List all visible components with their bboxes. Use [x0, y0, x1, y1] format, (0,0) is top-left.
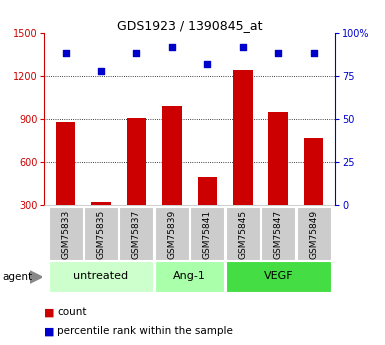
Bar — [49, 207, 82, 260]
Bar — [56, 122, 75, 205]
Bar — [304, 138, 323, 205]
Text: percentile rank within the sample: percentile rank within the sample — [57, 326, 233, 336]
Text: GSM75833: GSM75833 — [61, 210, 70, 259]
Bar — [297, 207, 331, 260]
Point — [204, 61, 211, 67]
Bar — [190, 207, 224, 260]
Text: ■: ■ — [44, 307, 55, 317]
Text: ■: ■ — [44, 326, 55, 336]
Point — [98, 68, 104, 73]
Text: Ang-1: Ang-1 — [173, 272, 206, 281]
Bar — [155, 261, 224, 292]
Polygon shape — [30, 271, 42, 283]
Text: VEGF: VEGF — [263, 272, 293, 281]
Text: GSM75841: GSM75841 — [203, 210, 212, 259]
Text: GSM75849: GSM75849 — [309, 210, 318, 259]
Point — [275, 51, 281, 56]
Text: GSM75837: GSM75837 — [132, 210, 141, 259]
Bar — [268, 112, 288, 205]
Text: agent: agent — [2, 273, 32, 282]
Bar — [198, 177, 217, 205]
Point — [311, 51, 317, 56]
Bar — [127, 118, 146, 205]
Bar — [233, 70, 253, 205]
Bar — [226, 207, 260, 260]
Bar — [49, 261, 154, 292]
Point — [240, 44, 246, 49]
Text: GSM75847: GSM75847 — [274, 210, 283, 259]
Bar — [119, 207, 154, 260]
Bar — [261, 207, 295, 260]
Bar — [162, 106, 182, 205]
Bar — [155, 207, 189, 260]
Text: GSM75845: GSM75845 — [238, 210, 247, 259]
Point — [62, 51, 69, 56]
Bar — [226, 261, 331, 292]
Title: GDS1923 / 1390845_at: GDS1923 / 1390845_at — [117, 19, 262, 32]
Text: GSM75835: GSM75835 — [97, 210, 105, 259]
Point — [133, 51, 139, 56]
Text: GSM75839: GSM75839 — [167, 210, 176, 259]
Text: untreated: untreated — [74, 272, 129, 281]
Point — [169, 44, 175, 49]
Bar — [91, 203, 111, 205]
Text: count: count — [57, 307, 87, 317]
Bar — [84, 207, 118, 260]
